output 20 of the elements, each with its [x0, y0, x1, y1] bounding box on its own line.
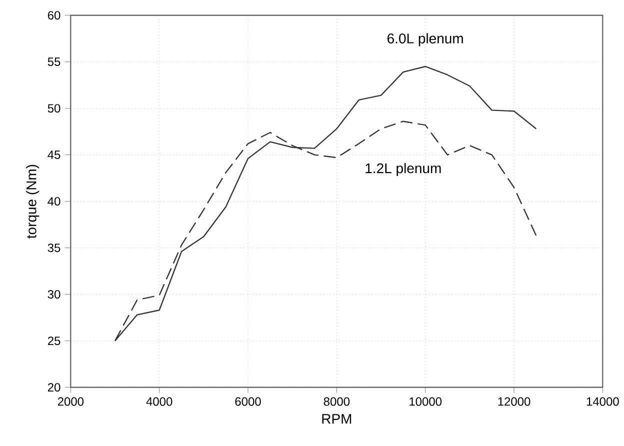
y-tick-label: 60 — [48, 11, 60, 20]
y-tick-label: 20 — [48, 383, 60, 392]
x-tick-label: 14000 — [586, 397, 619, 406]
x-axis-title: RPM — [322, 414, 352, 424]
x-tick-label: 12000 — [498, 397, 530, 406]
series-label: 6.0L plenum — [388, 33, 463, 46]
x-tick-label: 6000 — [235, 397, 261, 406]
y-tick-label: 55 — [48, 58, 60, 66]
y-tick-label: 45 — [48, 150, 60, 160]
y-axis-title: torque (Nm) — [26, 164, 40, 238]
y-tick-label: 25 — [48, 336, 60, 346]
y-tick-label: 35 — [48, 244, 60, 252]
y-tick-label: 50 — [48, 104, 60, 113]
y-tick-label: 30 — [48, 290, 60, 299]
y-tick-label: 40 — [48, 197, 60, 206]
x-tick-label: 8000 — [324, 397, 350, 406]
x-tick-label: 4000 — [146, 397, 172, 406]
x-tick-label: 2000 — [58, 397, 84, 406]
series-label: 1.2L plenum — [366, 162, 441, 176]
x-tick-label: 10000 — [410, 397, 442, 406]
